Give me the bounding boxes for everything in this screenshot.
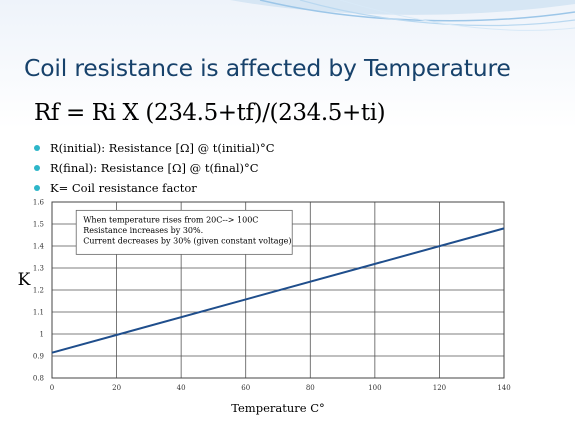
annotation-line: Resistance increases by 30%. [83,226,203,235]
slide-title: Coil resistance is affected by Temperatu… [24,54,511,82]
bullet-item-k-factor: K= Coil resistance factor [32,178,275,198]
y-axis-title: K [18,270,31,290]
x-tick-label: 140 [497,384,510,392]
y-tick-label: 1.2 [33,287,44,295]
y-tick-label: 1.6 [33,199,45,207]
bullet-text: R(final): Resistance [Ω] @ t(final)°C [50,161,259,175]
k-vs-temperature-chart: 0.8 0.9 1 1.1 1.2 1.3 1.4 1.5 1.6 0 20 40 60 80 100 120… [18,199,511,416]
k-series-line [51,227,505,354]
series-layer [51,227,505,354]
annotation-box [75,209,293,255]
x-tick-label: 0 [50,384,54,392]
annotation-line: Current decreases by 30% (given constant… [83,236,291,245]
y-tick-label: 1.5 [33,221,44,229]
annotation-line: When temperature rises from 20C--> 100C [83,215,258,224]
y-tick-label: 0.9 [33,353,44,361]
decorative-wave-banner [230,0,575,31]
y-tick-label: 1.3 [33,265,44,273]
annotation: When temperature rises from 20C--> 100C R… [75,209,293,255]
axes: 0.8 0.9 1 1.1 1.2 1.3 1.4 1.5 1.6 0 20 40 60 80 100 120… [33,199,511,393]
x-tick-label: 100 [368,384,381,392]
x-tick-label: 80 [306,384,315,392]
bullet-text: R(initial): Resistance [Ω] @ t(initial)°… [50,141,275,155]
bullet-dot-icon [34,165,40,171]
bullet-text: K= Coil resistance factor [50,181,197,195]
y-tick-label: 1.4 [33,243,45,251]
bullet-dot-icon [34,145,40,151]
bullet-list: R(initial): Resistance [Ω] @ t(initial)°… [32,138,275,198]
x-tick-label: 40 [177,384,186,392]
plot-frame [51,201,505,379]
x-tick-label: 120 [433,384,446,392]
bullet-dot-icon [34,185,40,191]
y-tick-label: 1 [40,331,44,339]
bullet-item-r-initial: R(initial): Resistance [Ω] @ t(initial)°… [32,138,275,158]
x-tick-label: 60 [241,384,250,392]
bullet-item-r-final: R(final): Resistance [Ω] @ t(final)°C [32,158,275,178]
resistance-formula: Rf = Ri X (234.5+tf)/(234.5+ti) [34,100,386,126]
y-tick-label: 1.1 [33,309,44,317]
x-axis-title: Temperature C° [231,401,325,415]
x-tick-label: 20 [112,384,121,392]
y-tick-label: 0.8 [33,375,44,383]
